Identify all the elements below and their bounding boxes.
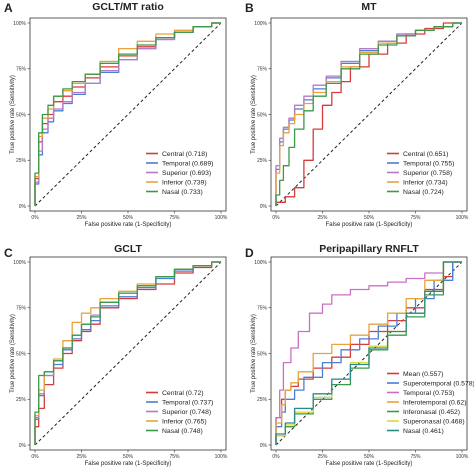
roc-curve bbox=[275, 261, 462, 445]
panel-letter: C bbox=[4, 246, 13, 260]
x-tick-label: 25% bbox=[317, 215, 328, 221]
y-tick-label: 25% bbox=[257, 158, 268, 164]
y-tick-label: 100% bbox=[254, 260, 267, 266]
panel-letter: A bbox=[4, 1, 13, 15]
legend-label: Inferonasal (0.452) bbox=[403, 409, 460, 416]
y-tick-label: 0% bbox=[260, 204, 268, 210]
legend-label: Nasal (0.724) bbox=[403, 189, 444, 196]
x-tick-label: 0% bbox=[272, 215, 280, 221]
y-tick-label: 100% bbox=[13, 260, 26, 266]
x-tick-label: 100% bbox=[456, 454, 469, 460]
reference-diagonal bbox=[34, 22, 222, 207]
y-axis-label: True positive rate (Sensitivity) bbox=[10, 75, 16, 154]
x-tick-label: 0% bbox=[31, 215, 39, 221]
legend-label: Superior (0.758) bbox=[403, 170, 452, 177]
panel-c: C GCLT 0% 0% 25% 25% 50% 50% 75% 75% 100% 100% False… bbox=[4, 243, 228, 467]
panel-title: MT bbox=[361, 1, 377, 13]
x-tick-label: 75% bbox=[169, 215, 180, 221]
y-tick-label: 100% bbox=[254, 21, 267, 27]
y-tick-label: 25% bbox=[16, 158, 27, 164]
panel-a: A GCLT/MT ratio 0% 0% 25% 25% 50% 50% 75% 75% 100%… bbox=[4, 1, 228, 228]
x-tick-label: 50% bbox=[123, 454, 134, 460]
y-tick-label: 75% bbox=[16, 67, 27, 73]
x-tick-label: 25% bbox=[76, 215, 87, 221]
y-tick-label: 50% bbox=[16, 351, 27, 357]
legend-label: Temporal (0.689) bbox=[162, 160, 213, 167]
y-tick-label: 50% bbox=[16, 112, 27, 118]
panel-title: GCLT bbox=[114, 243, 142, 255]
x-tick-label: 0% bbox=[31, 454, 39, 460]
x-tick-label: 100% bbox=[456, 215, 469, 221]
roc-curve bbox=[275, 261, 462, 445]
panel-letter: D bbox=[245, 246, 254, 260]
roc-curve bbox=[34, 261, 221, 445]
y-tick-label: 75% bbox=[257, 67, 268, 73]
y-tick-label: 25% bbox=[16, 397, 27, 403]
x-axis-label: False positive rate (1-Specificity) bbox=[85, 461, 172, 467]
roc-curve bbox=[275, 261, 462, 445]
legend-label: Superotemporal (0.578) bbox=[403, 380, 474, 387]
panel-d: D Peripapillary RNFLT 0% 0% 25% 25% 50% 50% 75% 7… bbox=[245, 243, 474, 467]
x-tick-label: 0% bbox=[272, 454, 280, 460]
x-tick-label: 25% bbox=[76, 454, 87, 460]
x-axis-label: False positive rate (1-Specificity) bbox=[85, 222, 172, 228]
legend-label: Nasal (0.733) bbox=[162, 189, 203, 196]
x-tick-label: 25% bbox=[317, 454, 328, 460]
x-tick-label: 50% bbox=[364, 215, 375, 221]
legend-label: Superior (0.748) bbox=[162, 409, 211, 416]
roc-curve bbox=[275, 22, 462, 206]
y-tick-label: 75% bbox=[257, 306, 268, 312]
legend-label: Central (0.72) bbox=[162, 390, 204, 397]
legend-label: Mean (0.557) bbox=[403, 371, 443, 378]
y-tick-label: 50% bbox=[257, 112, 268, 118]
panel-b: B MT 0% 0% 25% 25% 50% 50% 75% 75% 100% 100% False p… bbox=[245, 1, 469, 228]
y-tick-label: 0% bbox=[19, 204, 27, 210]
reference-diagonal bbox=[275, 22, 463, 207]
y-tick-label: 0% bbox=[19, 443, 27, 449]
x-tick-label: 50% bbox=[123, 215, 134, 221]
panel-title: Peripapillary RNFLT bbox=[319, 243, 419, 255]
legend-label: Inferior (0.739) bbox=[162, 179, 207, 186]
y-tick-label: 50% bbox=[257, 351, 268, 357]
legend-label: Nasal (0.461) bbox=[403, 428, 444, 435]
legend-label: Central (0.718) bbox=[162, 151, 207, 158]
panel-letter: B bbox=[245, 1, 254, 15]
legend-label: Nasal (0.748) bbox=[162, 428, 203, 435]
x-axis-label: False positive rate (1-Specificity) bbox=[326, 222, 413, 228]
legend-label: Superonasal (0.468) bbox=[403, 418, 465, 425]
legend-label: Central (0.651) bbox=[403, 151, 448, 158]
y-axis-label: True positive rate (Sensitivity) bbox=[251, 314, 257, 393]
roc-curve bbox=[275, 261, 462, 445]
y-tick-label: 75% bbox=[16, 306, 27, 312]
y-tick-label: 25% bbox=[257, 397, 268, 403]
x-tick-label: 50% bbox=[364, 454, 375, 460]
y-tick-label: 0% bbox=[260, 443, 268, 449]
x-axis-label: False positive rate (1-Specificity) bbox=[326, 461, 413, 467]
x-tick-label: 75% bbox=[410, 215, 421, 221]
legend-label: Superior (0.693) bbox=[162, 170, 211, 177]
y-axis-label: True positive rate (Sensitivity) bbox=[10, 314, 16, 393]
y-tick-label: 100% bbox=[13, 21, 26, 27]
legend-label: Inferior (0.734) bbox=[403, 179, 448, 186]
roc-curve bbox=[34, 22, 221, 206]
reference-diagonal bbox=[275, 261, 463, 446]
legend-label: Temporal (0.753) bbox=[403, 390, 454, 397]
x-tick-label: 100% bbox=[215, 454, 228, 460]
panel-title: GCLT/MT ratio bbox=[92, 1, 164, 13]
y-axis-label: True positive rate (Sensitivity) bbox=[251, 75, 257, 154]
legend-label: Temporal (0.755) bbox=[403, 160, 454, 167]
reference-diagonal bbox=[34, 261, 222, 446]
legend-label: Temporal (0.737) bbox=[162, 399, 213, 406]
legend-label: Inferior (0.765) bbox=[162, 418, 207, 425]
x-tick-label: 75% bbox=[410, 454, 421, 460]
legend-label: Inferotemporal (0.62) bbox=[403, 399, 466, 406]
x-tick-label: 100% bbox=[215, 215, 228, 221]
x-tick-label: 75% bbox=[169, 454, 180, 460]
